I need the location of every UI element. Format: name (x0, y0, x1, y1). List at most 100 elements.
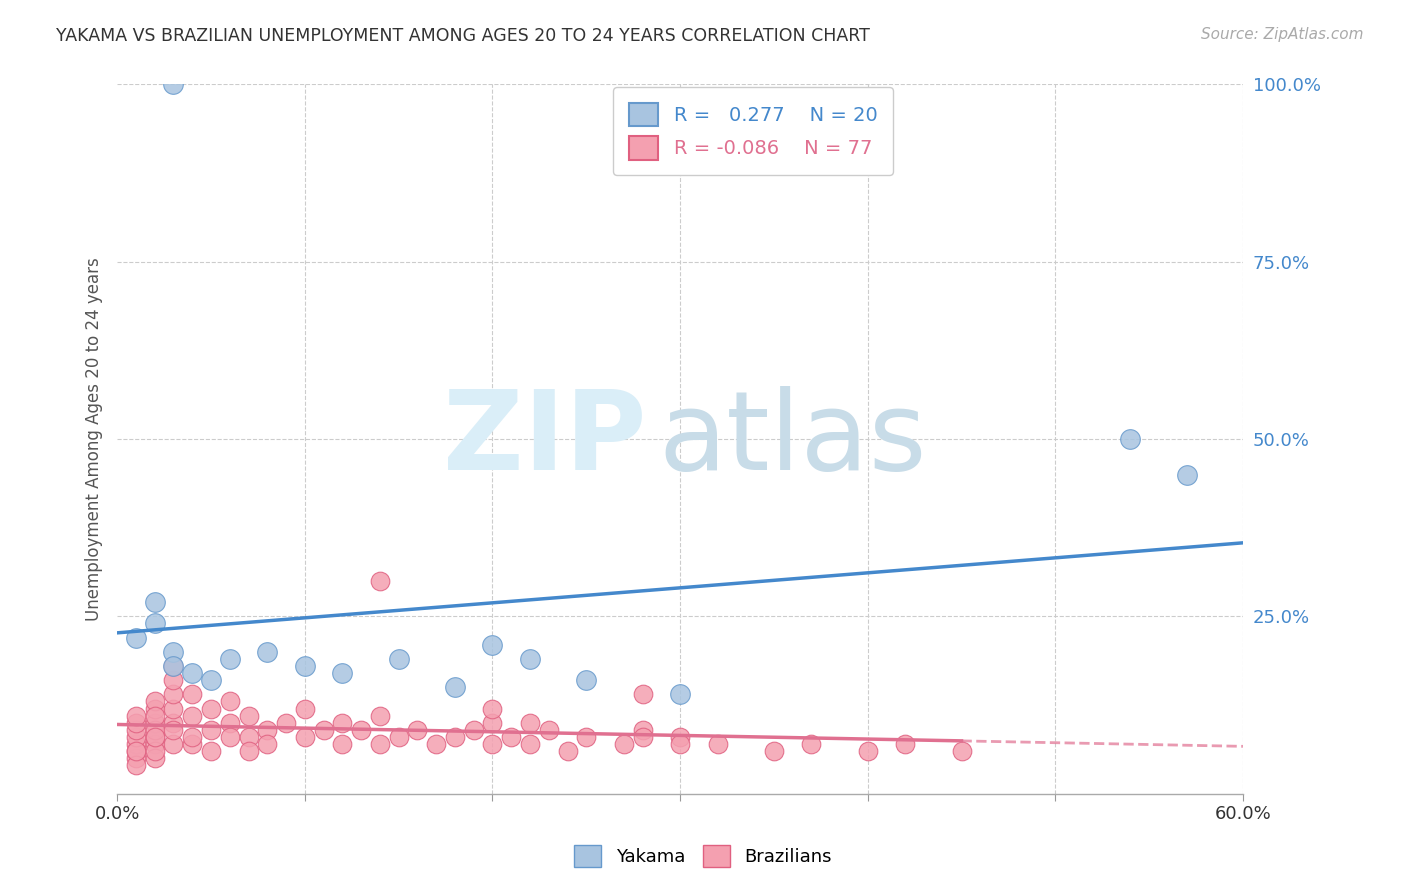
Point (200, 701, 222, 715)
Text: ZIP: ZIP (443, 385, 647, 492)
Point (669, 737, 692, 751)
Point (557, 744, 579, 758)
Point (125, 631, 148, 645)
Point (218, 694, 240, 708)
Point (274, 715, 297, 730)
Point (125, 758, 148, 772)
Point (125, 708, 148, 723)
Point (706, 737, 728, 751)
Point (294, 659, 316, 673)
Point (162, 715, 184, 730)
Point (218, 715, 240, 730)
Legend: R =   0.277    N = 20, R = -0.086    N = 77: R = 0.277 N = 20, R = -0.086 N = 77 (613, 87, 893, 176)
Point (162, 723, 184, 737)
Point (256, 737, 278, 751)
Point (125, 751, 148, 765)
Point (406, 723, 429, 737)
Text: Source: ZipAtlas.com: Source: ZipAtlas.com (1201, 27, 1364, 42)
Point (143, 723, 166, 737)
Point (181, 737, 204, 751)
Text: YAKAMA VS BRAZILIAN UNEMPLOYMENT AMONG AGES 20 TO 24 YEARS CORRELATION CHART: YAKAMA VS BRAZILIAN UNEMPLOYMENT AMONG A… (56, 27, 870, 45)
Point (631, 723, 654, 737)
Point (368, 737, 391, 751)
Point (368, 574, 391, 588)
Text: atlas: atlas (658, 385, 927, 492)
Point (368, 708, 391, 723)
Point (519, 737, 541, 751)
Point (125, 715, 148, 730)
Point (238, 708, 260, 723)
Point (162, 645, 184, 659)
Point (162, 701, 184, 715)
Point (181, 666, 204, 681)
Point (162, 659, 184, 673)
Point (444, 681, 467, 695)
Point (143, 708, 166, 723)
Point (125, 744, 148, 758)
Point (294, 701, 316, 715)
Point (125, 730, 148, 744)
Point (143, 616, 166, 631)
Point (181, 708, 204, 723)
Point (312, 723, 335, 737)
Point (613, 737, 636, 751)
Point (631, 687, 654, 701)
Point (350, 723, 373, 737)
Point (162, 78, 184, 92)
Point (162, 687, 184, 701)
Point (481, 701, 503, 715)
Point (425, 737, 447, 751)
Point (125, 723, 148, 737)
Point (256, 645, 278, 659)
Point (143, 701, 166, 715)
Point (125, 737, 148, 751)
Point (631, 730, 654, 744)
Point (762, 744, 785, 758)
Point (950, 744, 973, 758)
Point (200, 723, 222, 737)
Point (143, 737, 166, 751)
Point (143, 694, 166, 708)
Point (669, 730, 692, 744)
Point (800, 737, 823, 751)
Point (1175, 467, 1198, 482)
Legend: Yakama, Brazilians: Yakama, Brazilians (567, 838, 839, 874)
Point (218, 652, 240, 666)
Point (537, 723, 560, 737)
Point (444, 730, 467, 744)
Point (162, 659, 184, 673)
Point (463, 723, 485, 737)
Point (143, 751, 166, 765)
Point (481, 715, 503, 730)
Point (481, 737, 503, 751)
Point (200, 673, 222, 688)
Point (330, 737, 353, 751)
Point (388, 652, 411, 666)
Point (501, 730, 523, 744)
Point (143, 595, 166, 609)
Point (162, 673, 184, 688)
Point (143, 715, 166, 730)
Point (143, 744, 166, 758)
Point (143, 730, 166, 744)
Point (519, 652, 541, 666)
Point (143, 730, 166, 744)
Point (200, 744, 222, 758)
Point (1119, 432, 1142, 446)
Point (162, 737, 184, 751)
Point (575, 730, 598, 744)
Point (575, 673, 598, 688)
Point (238, 744, 260, 758)
Point (238, 730, 260, 744)
Point (294, 730, 316, 744)
Point (330, 715, 353, 730)
Point (125, 744, 148, 758)
Point (388, 730, 411, 744)
Point (669, 687, 692, 701)
Point (181, 687, 204, 701)
Point (256, 723, 278, 737)
Y-axis label: Unemployment Among Ages 20 to 24 years: Unemployment Among Ages 20 to 24 years (86, 257, 103, 621)
Point (856, 744, 879, 758)
Point (481, 638, 503, 652)
Point (218, 730, 240, 744)
